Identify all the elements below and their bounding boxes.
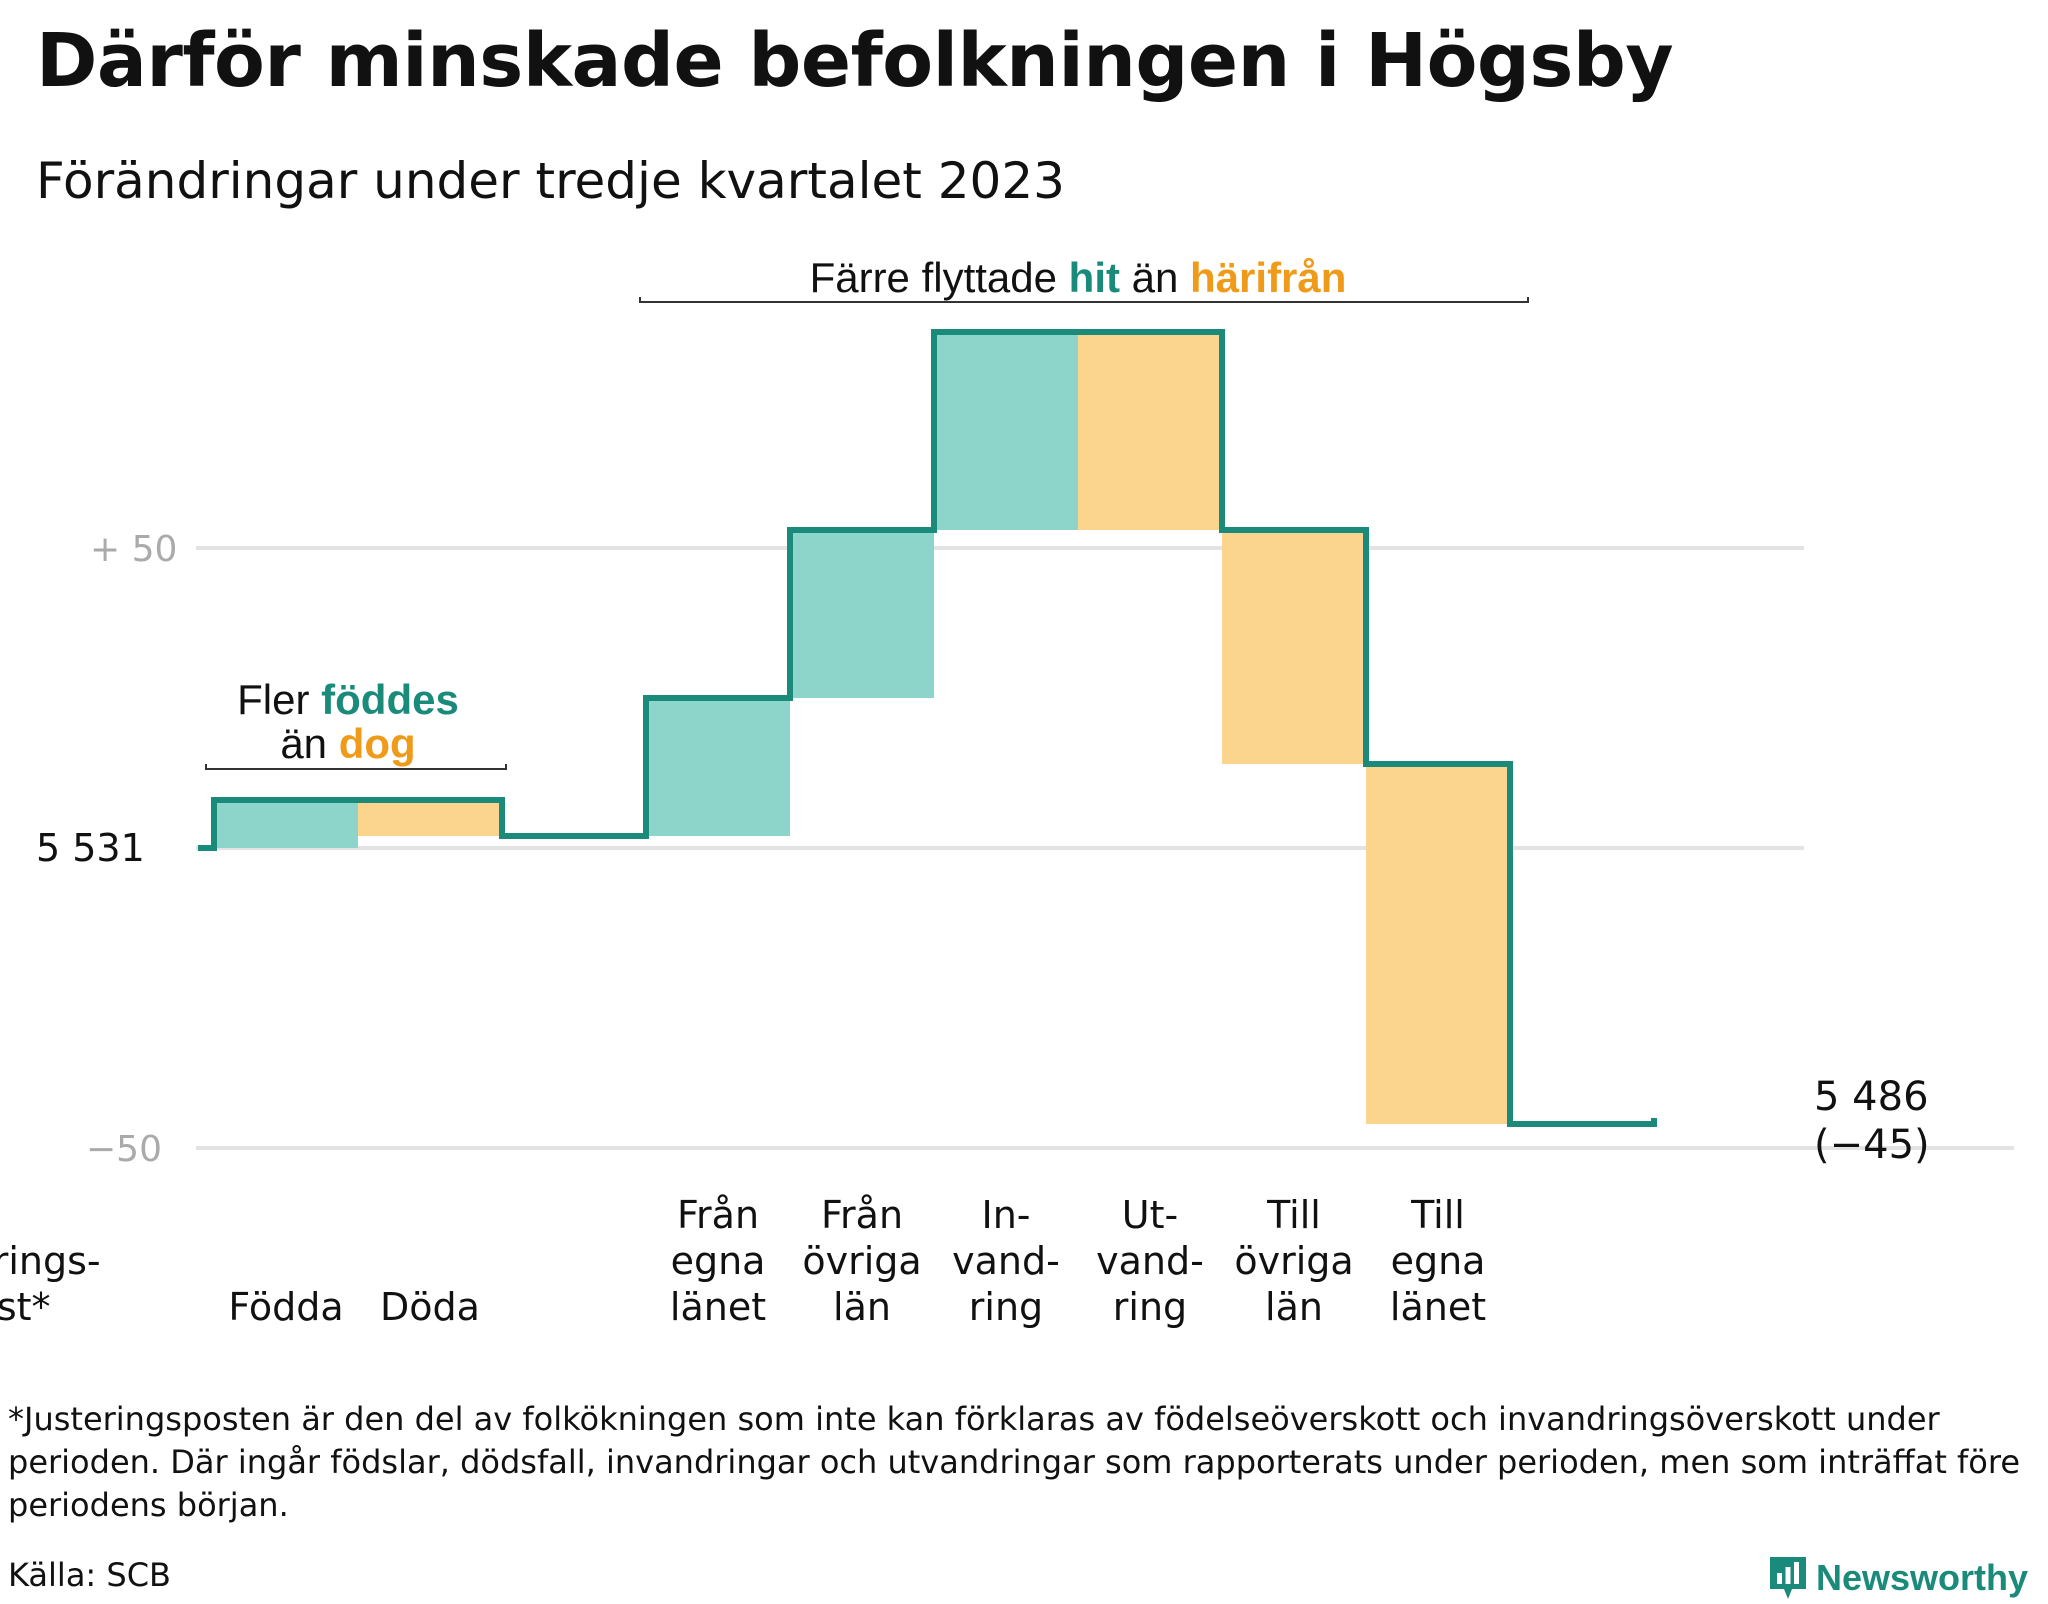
- y-tick-label: + 50: [90, 529, 177, 570]
- waterfall-bar: [214, 800, 358, 848]
- annotation-part: dog: [339, 720, 416, 767]
- category-label: Från: [821, 1193, 903, 1237]
- end-value-label: 5 486: [1814, 1074, 1929, 1120]
- brand-name: Newsworthy: [1816, 1557, 2029, 1598]
- category-label: övriga: [802, 1239, 921, 1283]
- category-label: län: [1265, 1285, 1323, 1329]
- category-label: vand-: [952, 1239, 1060, 1283]
- annotation-bracket: [639, 297, 1529, 303]
- category-label: Döda: [380, 1285, 480, 1329]
- category-label: länet: [1390, 1285, 1486, 1329]
- category-label: Justerings-: [0, 1239, 101, 1283]
- waterfall-bar: [1078, 332, 1222, 530]
- newsworthy-logo-icon: [1770, 1557, 1806, 1599]
- annotation-part: än: [280, 720, 338, 767]
- category-label: länet: [670, 1285, 766, 1329]
- category-label: vand-: [1096, 1239, 1204, 1283]
- category-label: egna: [671, 1239, 766, 1283]
- category-label: Till: [1266, 1193, 1321, 1237]
- annotation-label: än dog: [280, 720, 415, 767]
- waterfall-bar: [934, 332, 1078, 530]
- waterfall-bar: [1222, 530, 1366, 764]
- annotation-part: hit: [1069, 254, 1120, 301]
- brand-logo: Newsworthy: [1768, 1552, 2028, 1604]
- annotation-part: Fler: [237, 676, 321, 723]
- waterfall-bar: [358, 800, 502, 836]
- waterfall-bar: [790, 530, 934, 698]
- category-label: Till: [1410, 1193, 1465, 1237]
- waterfall-bar: [1366, 764, 1510, 1124]
- category-label: ring: [969, 1285, 1043, 1329]
- gridlines: [196, 546, 2014, 1150]
- footnote: *Justeringsposten är den del av folkökni…: [8, 1400, 2021, 1524]
- end-change-label: (−45): [1814, 1122, 1930, 1168]
- annotation-label: Färre flyttade hit än härifrån: [810, 254, 1347, 301]
- annotation-part: härifrån: [1190, 254, 1346, 301]
- running-total-path: [198, 329, 1657, 1127]
- category-label: län: [833, 1285, 891, 1329]
- category-label: ring: [1113, 1285, 1187, 1329]
- running-total-line: [198, 329, 1657, 1127]
- source-note: Källa: SCB: [8, 1556, 171, 1594]
- bars: [214, 332, 1510, 1124]
- y-tick-label: 5 531: [36, 826, 145, 870]
- category-label: Ut-: [1122, 1193, 1178, 1237]
- annotation-part: än: [1120, 254, 1190, 301]
- chart-title: Därför minskade befolkningen i Högsby: [36, 18, 1674, 104]
- category-label: övriga: [1234, 1239, 1353, 1283]
- chart-subtitle: Förändringar under tredje kvartalet 2023: [36, 152, 1065, 210]
- annotation-bracket: [205, 764, 507, 770]
- category-label: Födda: [228, 1285, 343, 1329]
- category-label: egna: [1391, 1239, 1486, 1283]
- category-label: In-: [981, 1193, 1030, 1237]
- category-label: Från: [677, 1193, 759, 1237]
- category-label: post*: [0, 1285, 51, 1329]
- annotation-part: föddes: [321, 676, 459, 723]
- annotation-label: Fler föddes: [237, 676, 459, 723]
- annotation-part: Färre flyttade: [810, 254, 1069, 301]
- waterfall-bar: [646, 698, 790, 836]
- y-tick-label: −50: [86, 1129, 162, 1170]
